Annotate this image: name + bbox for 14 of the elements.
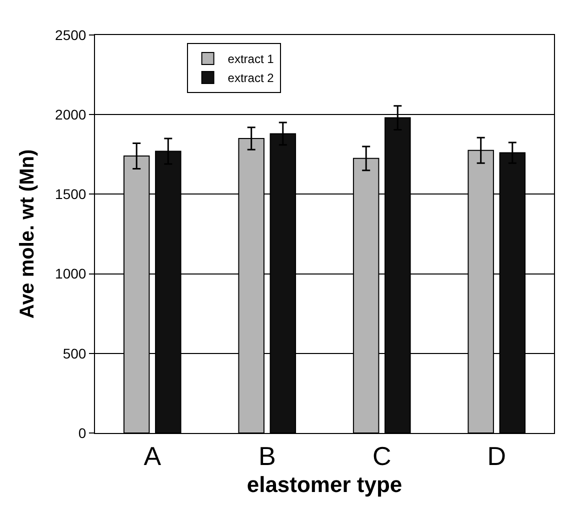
y-axis-title: Ave mole. wt (Mn) <box>16 149 39 319</box>
x-axis-title: elastomer type <box>246 472 402 498</box>
y-tick-label: 1000 <box>55 266 86 282</box>
legend-label: extract 1 <box>228 52 274 66</box>
y-tick-label: 0 <box>78 424 86 441</box>
x-tick-label: A <box>144 441 162 472</box>
y-tick-label: 1500 <box>55 186 86 202</box>
legend-label: extract 2 <box>228 71 274 86</box>
x-tick-label: C <box>372 441 392 472</box>
y-tick-label: 500 <box>62 345 86 362</box>
x-tick-label: D <box>487 441 506 472</box>
x-tick-label: B <box>258 441 276 472</box>
y-tick-label: 2500 <box>55 26 86 43</box>
y-tick-label: 2000 <box>55 106 86 122</box>
